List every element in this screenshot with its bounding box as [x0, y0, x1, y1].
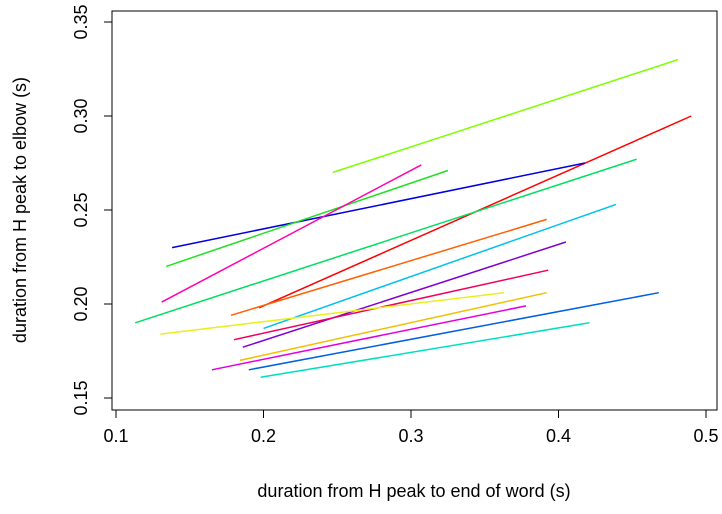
x-tick-label: 0.5: [693, 426, 718, 446]
series-line-15: [260, 322, 590, 379]
y-tick-label: 0.15: [71, 380, 91, 415]
y-tick-label: 0.30: [71, 98, 91, 133]
series-line-3: [171, 162, 586, 249]
series-line-5: [165, 169, 449, 268]
series-line-6: [161, 164, 422, 303]
series-line-11: [160, 291, 504, 335]
x-axis-label: duration from H peak to end of word (s): [257, 481, 570, 501]
x-tick-label: 0.1: [103, 426, 128, 446]
y-axis-label: duration from H peak to elbow (s): [10, 77, 30, 343]
y-tick-label: 0.35: [71, 4, 91, 39]
series-line-13: [211, 305, 527, 371]
x-tick-label: 0.3: [398, 426, 423, 446]
plot-frame: [111, 10, 718, 411]
series-line-10: [233, 269, 549, 341]
y-axis: 0.15 0.20 0.25 0.30 0.35: [71, 4, 113, 416]
x-tick-label: 0.4: [546, 426, 571, 446]
series-layer: [134, 58, 692, 379]
series-line-9: [242, 241, 567, 348]
series-line-1: [332, 58, 679, 174]
series-line-8: [263, 203, 617, 330]
y-tick-label: 0.25: [71, 192, 91, 227]
x-tick-label: 0.2: [251, 426, 276, 446]
series-line-7: [230, 218, 547, 317]
series-line-14: [248, 291, 659, 371]
x-axis: 0.1 0.2 0.3 0.4 0.5: [103, 409, 719, 446]
series-line-4: [134, 158, 637, 324]
series-line-12: [239, 291, 547, 362]
y-tick-label: 0.20: [71, 286, 91, 321]
